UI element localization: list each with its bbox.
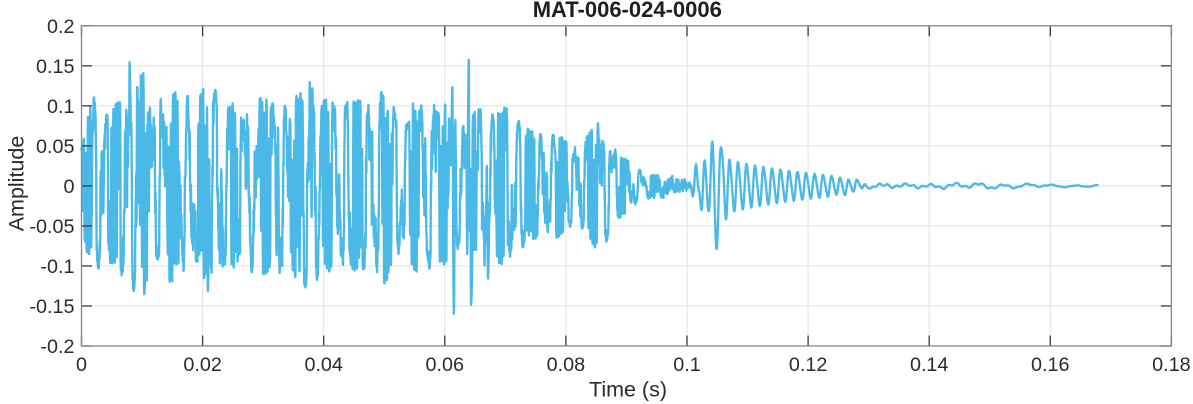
svg-text:0: 0 (76, 354, 87, 376)
svg-text:0.15: 0.15 (36, 56, 75, 78)
svg-text:0.05: 0.05 (36, 136, 75, 158)
svg-text:0.18: 0.18 (1152, 354, 1191, 376)
svg-text:Amplitude: Amplitude (5, 136, 29, 232)
svg-text:-0.1: -0.1 (40, 256, 74, 278)
svg-text:0.16: 0.16 (1031, 354, 1070, 376)
svg-text:0.02: 0.02 (183, 354, 222, 376)
svg-text:0.1: 0.1 (47, 96, 75, 118)
svg-text:-0.15: -0.15 (29, 296, 74, 318)
svg-text:Time (s): Time (s) (589, 378, 667, 402)
svg-text:0: 0 (63, 176, 74, 198)
svg-text:0.08: 0.08 (547, 354, 586, 376)
svg-text:0.06: 0.06 (426, 354, 465, 376)
svg-text:-0.05: -0.05 (29, 216, 74, 238)
svg-text:0.2: 0.2 (47, 16, 75, 38)
svg-text:0.12: 0.12 (789, 354, 828, 376)
svg-text:0.14: 0.14 (910, 354, 949, 376)
svg-text:0.1: 0.1 (673, 354, 701, 376)
svg-text:-0.2: -0.2 (40, 336, 74, 358)
svg-text:MAT-006-024-0006: MAT-006-024-0006 (533, 0, 722, 22)
svg-text:0.04: 0.04 (304, 354, 343, 376)
